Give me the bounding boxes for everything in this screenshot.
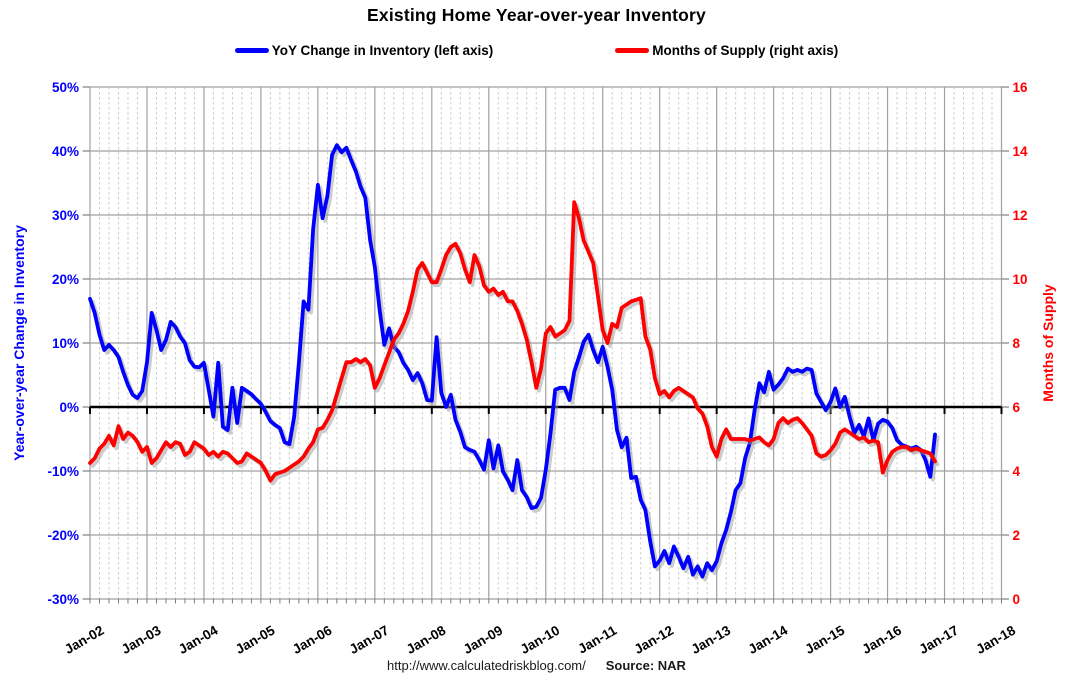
x-axis-tick-label: Jan-03 <box>119 622 164 657</box>
series-line <box>88 143 937 579</box>
footer: http://www.calculatedriskblog.com/ Sourc… <box>0 658 1073 673</box>
left-axis-tick-label: -30% <box>47 592 79 607</box>
right-axis-tick-label: 6 <box>1013 400 1021 415</box>
series-shadow <box>90 203 940 486</box>
left-axis-tick-label: 50% <box>52 80 79 95</box>
x-axis-tick-label: Jan-14 <box>746 622 791 657</box>
legend-item-yoy-inventory: YoY Change in Inventory (left axis) <box>234 43 494 58</box>
x-axis-tick-label: Jan-10 <box>518 623 563 657</box>
months-supply-series <box>88 200 940 486</box>
right-axis-tick-label: 10 <box>1013 272 1028 287</box>
right-axis-tick-label: 16 <box>1013 80 1029 95</box>
x-axis-tick-label: Jan-02 <box>62 623 107 657</box>
x-axis-tick-label: Jan-13 <box>689 622 734 657</box>
x-axis-tick-label: Jan-15 <box>803 622 848 657</box>
series-line <box>88 200 937 483</box>
x-axis-tick-label: Jan-04 <box>176 622 221 657</box>
right-axis-tick-label: 14 <box>1013 144 1029 159</box>
left-axis-tick-label: 40% <box>52 144 79 159</box>
x-axis-tick-label: Jan-11 <box>575 622 619 656</box>
yoy-inventory-series <box>88 143 940 582</box>
x-axis-tick-label: Jan-18 <box>973 622 1018 657</box>
x-axis-tick-label: Jan-08 <box>404 622 449 657</box>
right-axis-tick-label: 8 <box>1013 336 1021 351</box>
chart-title: Existing Home Year-over-year Inventory <box>367 5 706 25</box>
x-axis-tick-label: Jan-06 <box>290 622 335 657</box>
right-axis-tick-label: 12 <box>1013 208 1028 223</box>
x-axis-tick-label: Jan-17 <box>916 623 961 657</box>
supply-line-swatch <box>615 48 650 53</box>
left-axis-tick-label: 20% <box>52 272 79 287</box>
left-axis-tick-label: 10% <box>52 336 79 351</box>
legend-item-months-supply: Months of Supply (right axis) <box>615 43 838 58</box>
left-axis-title: Year-over-year Change in Inventory <box>11 225 27 461</box>
right-axis-tick-label: 2 <box>1013 528 1021 543</box>
left-axis-tick-label: 30% <box>52 208 79 223</box>
legend: YoY Change in Inventory (left axis) Mont… <box>0 43 1073 58</box>
axis-tick-labels: 50% 40% 30% 20% 10% 0% -10% -20% -30% 16 14 12 10 8 6 4… <box>47 80 1028 607</box>
footer-source: Source: NAR <box>605 658 686 673</box>
right-axis-title: Months of Supply <box>1040 284 1056 402</box>
yoy-line-swatch <box>234 48 269 53</box>
x-axis-tick-label: Jan-05 <box>233 622 278 657</box>
zero-line-group <box>89 405 1003 414</box>
left-axis-tick-label: -10% <box>47 464 79 479</box>
right-axis-tick-label: 0 <box>1013 592 1021 607</box>
footer-url: http://www.calculatedriskblog.com/ <box>387 658 586 673</box>
legend-label-supply: Months of Supply (right axis) <box>652 43 839 58</box>
bottom-ticks <box>89 599 1002 604</box>
x-tick-labels: Jan-02 Jan-03 Jan-04 Jan-05 Jan-06 Jan-07 Jan-… <box>62 622 1018 657</box>
left-axis-tick-label: -20% <box>47 528 79 543</box>
left-axis-tick-label: 0% <box>59 400 79 415</box>
x-axis-tick-label: Jan-09 <box>461 623 506 657</box>
legend-label-yoy: YoY Change in Inventory (left axis) <box>271 43 494 58</box>
right-axis-tick-label: 4 <box>1013 464 1021 479</box>
x-axis-tick-label: Jan-16 <box>860 622 905 657</box>
x-axis-tick-label: Jan-07 <box>347 623 392 657</box>
x-axis-tick-label: Jan-12 <box>632 623 677 657</box>
